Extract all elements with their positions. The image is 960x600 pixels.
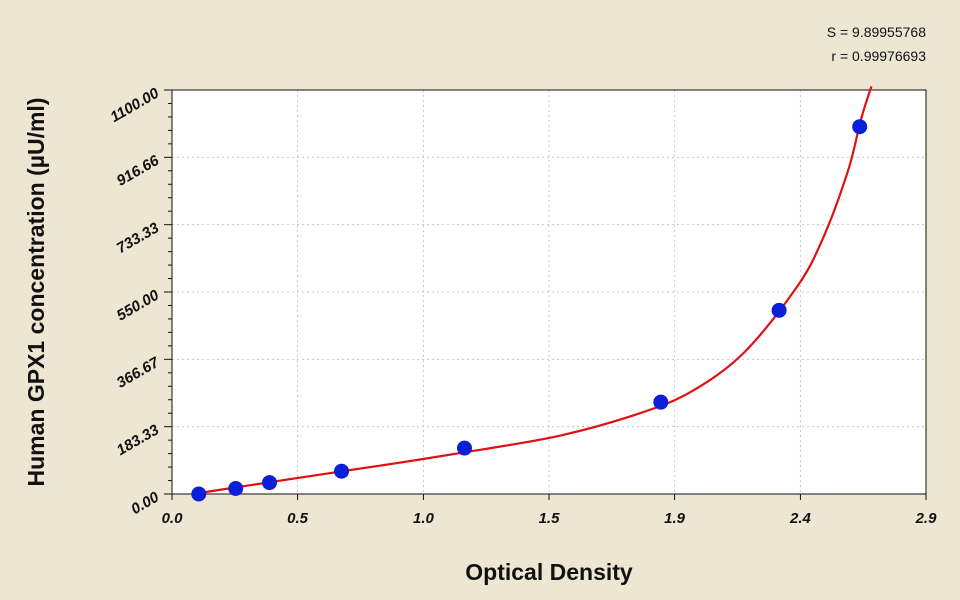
y-tick-label: 1100.00 <box>108 84 163 126</box>
data-point <box>262 475 277 491</box>
data-point <box>228 480 244 496</box>
data-points <box>191 119 868 502</box>
y-tick-label: 733.33 <box>114 219 163 257</box>
x-tick-label: 0.5 <box>287 510 309 527</box>
x-axis-ticks: 0.0 0.5 1.0 1.5 1.9 2.4 2.9 <box>162 494 938 527</box>
x-axis-title: Optical Density <box>465 559 633 585</box>
stat-s: S = 9.89955768 <box>827 24 926 40</box>
y-axis-title: Human GPX1 concentration (µU/ml) <box>23 98 49 487</box>
y-tick-label: 0.00 <box>128 488 162 518</box>
plot-frame <box>171 89 927 495</box>
data-point <box>334 463 350 479</box>
data-point <box>191 486 207 502</box>
x-tick-label: 1.0 <box>413 510 435 527</box>
y-axis-ticks: 0.00 183.33 366.67 550.00 733.33 916.66 1100.0… <box>108 84 172 518</box>
y-minor-ticks <box>168 102 172 482</box>
stat-r: r = 0.99976693 <box>831 48 926 64</box>
grid <box>172 90 926 494</box>
y-tick-label: 366.67 <box>114 354 163 392</box>
x-tick-label: 1.5 <box>539 510 561 527</box>
x-tick-label: 1.9 <box>664 510 686 527</box>
data-point <box>852 119 868 135</box>
data-point <box>653 394 669 410</box>
x-tick-label: 2.9 <box>915 510 938 527</box>
data-point <box>771 302 787 318</box>
y-tick-label: 916.66 <box>114 152 163 190</box>
y-tick-label: 550.00 <box>114 286 163 324</box>
x-tick-label: 0.0 <box>162 510 184 527</box>
data-point <box>457 440 472 456</box>
y-tick-label: 183.33 <box>114 421 163 459</box>
x-tick-label: 2.4 <box>789 510 812 527</box>
